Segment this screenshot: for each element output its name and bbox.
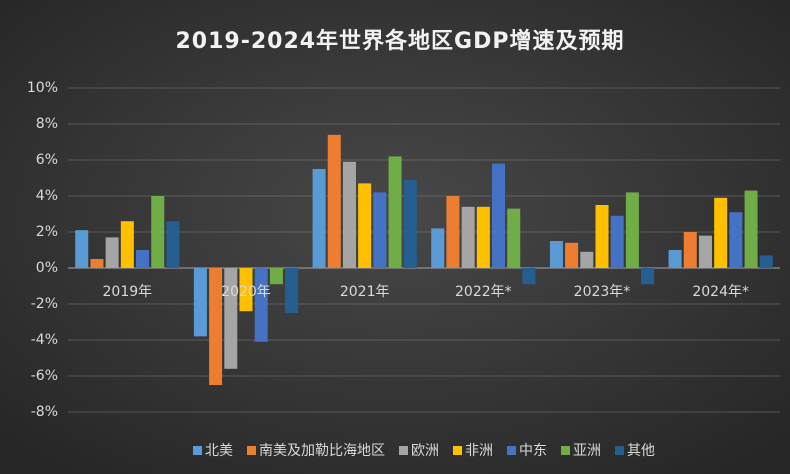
bar	[507, 208, 521, 268]
bar	[549, 241, 563, 268]
y-tick-label: 6%	[36, 152, 58, 168]
x-tick-label: 2021年	[340, 284, 390, 300]
bar	[285, 268, 299, 313]
bar	[151, 196, 165, 268]
x-tick-label: 2024年*	[692, 284, 749, 300]
legend-swatch	[453, 446, 462, 455]
bar	[625, 192, 639, 268]
bar	[744, 190, 758, 268]
legend-label: 亚洲	[573, 443, 601, 459]
bar	[698, 235, 712, 268]
legend-label: 南美及加勒比海地区	[259, 443, 385, 459]
bar	[668, 250, 682, 268]
y-tick-label: -8%	[31, 404, 58, 420]
bar	[193, 268, 207, 337]
y-tick-label: 10%	[27, 80, 58, 96]
bar	[580, 251, 594, 268]
bar	[683, 232, 697, 268]
bar	[729, 212, 743, 268]
bar	[522, 268, 536, 285]
legend-label: 其他	[627, 443, 655, 459]
bar	[120, 221, 134, 268]
bar	[224, 268, 238, 369]
bar	[239, 268, 253, 312]
x-tick-label: 2022年*	[455, 284, 512, 300]
bar	[595, 205, 609, 268]
chart-title: 2019-2024年世界各地区GDP增速及预期	[175, 28, 624, 54]
bar	[312, 169, 326, 268]
bar	[75, 230, 89, 268]
legend-swatch	[399, 446, 408, 455]
bar	[342, 161, 356, 268]
bar	[492, 163, 506, 268]
bar	[641, 268, 655, 285]
bar	[373, 192, 387, 268]
legend-swatch	[247, 446, 256, 455]
bar	[388, 156, 402, 268]
bar	[327, 134, 341, 268]
y-tick-label: 0%	[36, 260, 58, 276]
x-tick-label: 2019年	[103, 284, 153, 300]
bar	[431, 228, 445, 268]
bar	[714, 197, 728, 268]
y-tick-label: -2%	[31, 296, 58, 312]
y-tick-label: -6%	[31, 368, 58, 384]
legend-swatch	[507, 446, 516, 455]
x-tick-label: 2020年	[221, 284, 271, 300]
bar	[476, 206, 490, 268]
bar	[209, 268, 223, 385]
legend-label: 非洲	[465, 443, 493, 459]
bar	[105, 237, 119, 268]
bar	[166, 221, 180, 268]
bar	[358, 183, 372, 268]
y-tick-label: 8%	[36, 116, 58, 132]
bar	[461, 206, 475, 268]
x-tick-label: 2023年*	[574, 284, 631, 300]
bar	[90, 259, 104, 268]
bar	[136, 250, 150, 268]
legend-label: 欧洲	[411, 443, 439, 459]
bar	[446, 196, 460, 268]
bar	[254, 268, 268, 342]
legend-label: 中东	[519, 443, 547, 459]
y-tick-label: 2%	[36, 224, 58, 240]
legend-swatch	[615, 446, 624, 455]
y-tick-label: 4%	[36, 188, 58, 204]
bar	[759, 255, 773, 268]
legend-label: 北美	[205, 443, 233, 459]
legend: 北美 南美及加勒比海地区 欧洲 非洲 中东 亚洲 其他	[193, 443, 655, 459]
bar	[565, 242, 579, 268]
legend-swatch	[193, 446, 202, 455]
bar	[403, 179, 417, 268]
legend-swatch	[561, 446, 570, 455]
bar	[610, 215, 624, 268]
y-tick-label: -4%	[31, 332, 58, 348]
bar	[269, 268, 283, 285]
